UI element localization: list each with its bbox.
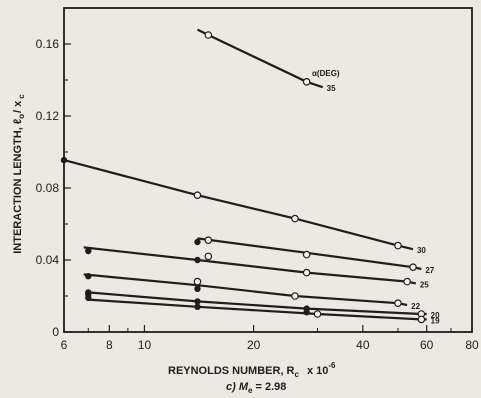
plot-frame [63, 7, 473, 333]
data-point-25 [85, 247, 92, 255]
data-point-22 [85, 273, 92, 280]
series-label-19: 19 [431, 316, 440, 325]
x-axis-title-suffix: x 10 [307, 365, 328, 377]
data-point-20 [194, 298, 201, 305]
series-label-30: 30 [417, 246, 426, 255]
x-axis-title-sub: c [295, 370, 300, 379]
y-axis-title-suffix: / x [12, 100, 24, 113]
data-point-35 [204, 31, 213, 39]
series-line-27 [197, 237, 422, 271]
series-label-27: 27 [425, 266, 434, 275]
y-axis-title-sub2: c [17, 94, 26, 99]
y-tick-label: 0.08 [36, 181, 60, 195]
series-label-25: 25 [420, 280, 429, 289]
ticks: 6 8 10 20 40 60 80 0 0.04 0.08 0.12 0.16 [36, 37, 479, 352]
x-axis-title: REYNOLDS NUMBER, Rc x 10-6 [168, 361, 336, 379]
data-point-30 [193, 191, 202, 200]
data-point-19 [85, 294, 92, 301]
data-point-30 [291, 214, 299, 223]
data-point-30 [60, 156, 68, 164]
data-point-25 [403, 277, 411, 286]
data-point-27 [302, 250, 311, 259]
x-axis-title-exp: -6 [328, 361, 336, 370]
data-point-30 [394, 241, 402, 250]
x-tick-label: 10 [138, 338, 152, 352]
data-point-22 [394, 299, 402, 308]
figure-caption-sub: e [248, 386, 253, 395]
data-point-27 [194, 238, 201, 246]
y-tick-label: 0 [52, 325, 59, 339]
series-line-30 [63, 159, 414, 251]
x-tick-label: 6 [61, 338, 68, 352]
figure-caption-suffix: = 2.98 [252, 381, 286, 393]
data-point-19 [194, 303, 201, 310]
y-axis-title: INTERACTION LENGTH, ℓo/ xc [12, 94, 26, 254]
x-tick-label: 60 [420, 338, 434, 352]
data-point-22 [291, 292, 299, 300]
data-point-25 [302, 268, 311, 277]
figure-caption: c) Me = 2.98 [226, 381, 286, 395]
data-point-27 [204, 236, 213, 245]
data-point-35 [302, 78, 311, 86]
x-tick-label: 8 [106, 338, 113, 352]
data-point-19 [313, 310, 322, 318]
data-point-19 [303, 309, 310, 316]
y-tick-label: 0.12 [36, 109, 60, 123]
series-label-22: 22 [411, 302, 420, 311]
series-label-20: 20 [431, 311, 440, 320]
data-point-27 [409, 263, 417, 272]
x-tick-label: 20 [247, 338, 261, 352]
data-point-25 [194, 256, 201, 264]
y-axis-title-sub: o [17, 114, 26, 119]
y-tick-label: 0.16 [36, 37, 60, 51]
legend-title: α(DEG) [312, 69, 340, 78]
data-point-25 [204, 252, 213, 261]
data-point-22 [194, 285, 201, 292]
y-tick-label: 0.04 [36, 253, 60, 267]
series-line-35 [197, 28, 324, 89]
series-label-35: 35 [327, 84, 336, 93]
x-tick-label: 80 [465, 338, 479, 352]
data-point-22 [193, 277, 202, 286]
data-point-19 [417, 315, 426, 324]
series-line-22 [83, 273, 408, 307]
series-line-25 [83, 246, 417, 285]
x-tick-label: 40 [356, 338, 370, 352]
